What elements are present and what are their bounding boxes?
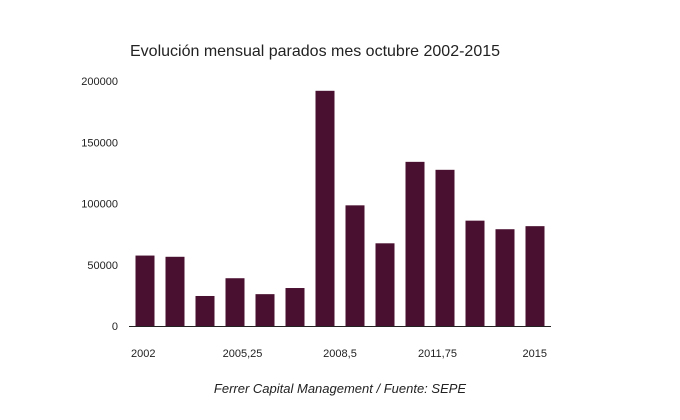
y-tick-label: 100000 xyxy=(81,199,118,211)
bar-2015 xyxy=(525,226,545,326)
x-axis-tick-labels: 2002 2005,25 2008,5 2011,75 2015 xyxy=(131,348,547,360)
bar-2014 xyxy=(495,229,515,326)
bar-2005 xyxy=(225,278,245,326)
x-tick-label: 2008,5 xyxy=(323,348,357,360)
bar-2009 xyxy=(345,205,365,326)
bar-2004 xyxy=(195,295,215,326)
bar-2011 xyxy=(405,161,425,326)
chart-title: Evolución mensual parados mes octubre 20… xyxy=(130,43,500,60)
x-tick-label: 2002 xyxy=(131,348,155,360)
bar-2012 xyxy=(435,169,455,326)
bar-2002 xyxy=(135,255,155,326)
chart-caption: Ferrer Capital Management / Fuente: SEPE xyxy=(214,381,467,396)
y-tick-label: 150000 xyxy=(81,137,118,149)
y-axis-tick-labels: 0 50000 100000 150000 200000 xyxy=(81,76,118,333)
bars-group xyxy=(135,90,545,326)
y-tick-label: 50000 xyxy=(87,260,118,272)
bar-2003 xyxy=(165,256,185,326)
bar-2007 xyxy=(285,288,305,326)
bar-2006 xyxy=(255,294,275,326)
y-tick-label: 0 xyxy=(112,321,118,333)
bar-2010 xyxy=(375,243,395,326)
x-tick-label: 2005,25 xyxy=(223,348,263,360)
bar-2013 xyxy=(465,220,485,326)
x-tick-label: 2011,75 xyxy=(418,348,457,360)
bar-2008 xyxy=(315,90,335,326)
x-tick-label: 2015 xyxy=(523,348,547,360)
y-tick-label: 200000 xyxy=(81,76,118,88)
